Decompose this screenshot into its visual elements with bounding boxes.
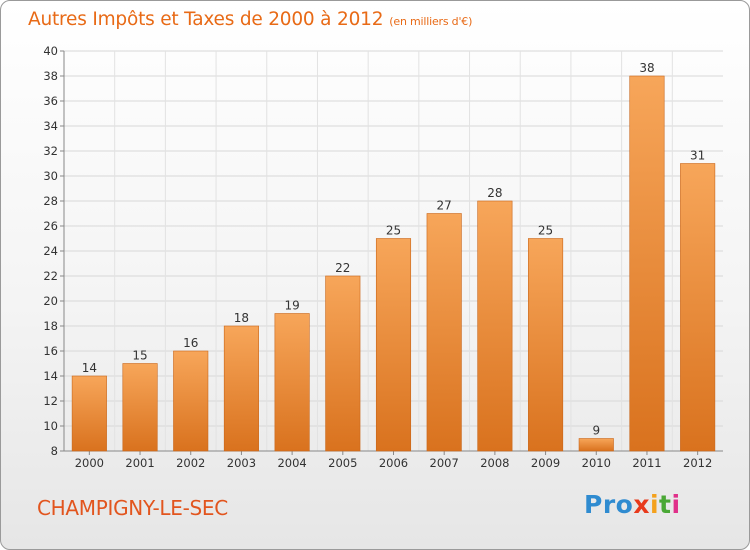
x-tick-label: 2001 [125,456,154,470]
bar [680,163,716,452]
bar-value-label: 16 [183,336,198,350]
bar [578,438,614,452]
bar [223,325,259,452]
bar-value-label: 9 [592,424,600,438]
bar-value-label: 14 [82,361,97,375]
bar [375,238,412,452]
x-tick-label: 2006 [379,456,408,470]
x-tick-label: 2003 [227,456,256,470]
y-tick-label: 20 [43,294,58,308]
chart-unit: (en milliers d'€) [389,15,473,28]
y-tick-label: 30 [43,169,58,183]
x-tick-label: 2011 [632,456,661,470]
bar-value-label: 22 [335,261,350,275]
bar [122,363,158,452]
bar [173,350,209,452]
bar-value-label: 25 [386,224,401,238]
x-tick-label: 2004 [277,456,306,470]
chart-title: Autres Impôts et Taxes de 2000 à 2012 (en… [28,9,472,30]
y-tick-label: 10 [43,419,58,433]
bar-value-label: 31 [690,149,705,163]
y-tick-label: 8 [51,444,58,458]
bar-value-label: 18 [234,311,249,325]
x-tick-label: 2010 [582,456,611,470]
x-tick-label: 2012 [683,456,712,470]
x-tick-label: 2005 [328,456,357,470]
y-tick-label: 40 [43,44,58,58]
y-tick-label: 34 [43,119,58,133]
x-tick-label: 2009 [531,456,560,470]
bar-value-label: 25 [538,224,553,238]
x-tick-label: 2007 [430,456,459,470]
logo-part-5: i [671,490,681,519]
logo-part-2: x [633,490,650,519]
y-tick-label: 22 [43,269,58,283]
bar-value-label: 28 [487,186,502,200]
logo-part-4: t [659,490,672,519]
chart-title-text: Autres Impôts et Taxes de 2000 à 2012 [28,9,384,30]
bar [71,375,107,452]
bar [477,200,513,452]
bar [325,275,361,452]
x-tick-label: 2008 [480,456,509,470]
x-tick-label: 2002 [176,456,205,470]
y-tick-label: 32 [43,144,58,158]
y-tick-label: 16 [43,344,58,358]
y-tick-label: 26 [43,219,58,233]
bar [426,213,462,452]
proxiti-logo: Proxiti [584,490,681,519]
bar-value-label: 15 [132,349,147,363]
y-tick-label: 14 [43,369,58,383]
logo-part-3: i [649,490,660,519]
bar [629,75,665,452]
y-tick-label: 12 [43,394,58,408]
bar-value-label: 27 [437,199,452,213]
y-tick-label: 18 [43,319,58,333]
bar-value-label: 38 [639,61,654,75]
y-tick-label: 36 [43,94,58,108]
logo-part-1: Pro [584,490,634,519]
bar [274,313,310,452]
y-tick-label: 24 [43,244,58,258]
y-tick-label: 28 [43,194,58,208]
bar [528,238,564,452]
x-tick-label: 2000 [75,456,104,470]
y-tick-label: 38 [43,69,58,83]
commune-name: CHAMPIGNY-LE-SEC [37,496,228,520]
bar-value-label: 19 [284,299,299,313]
